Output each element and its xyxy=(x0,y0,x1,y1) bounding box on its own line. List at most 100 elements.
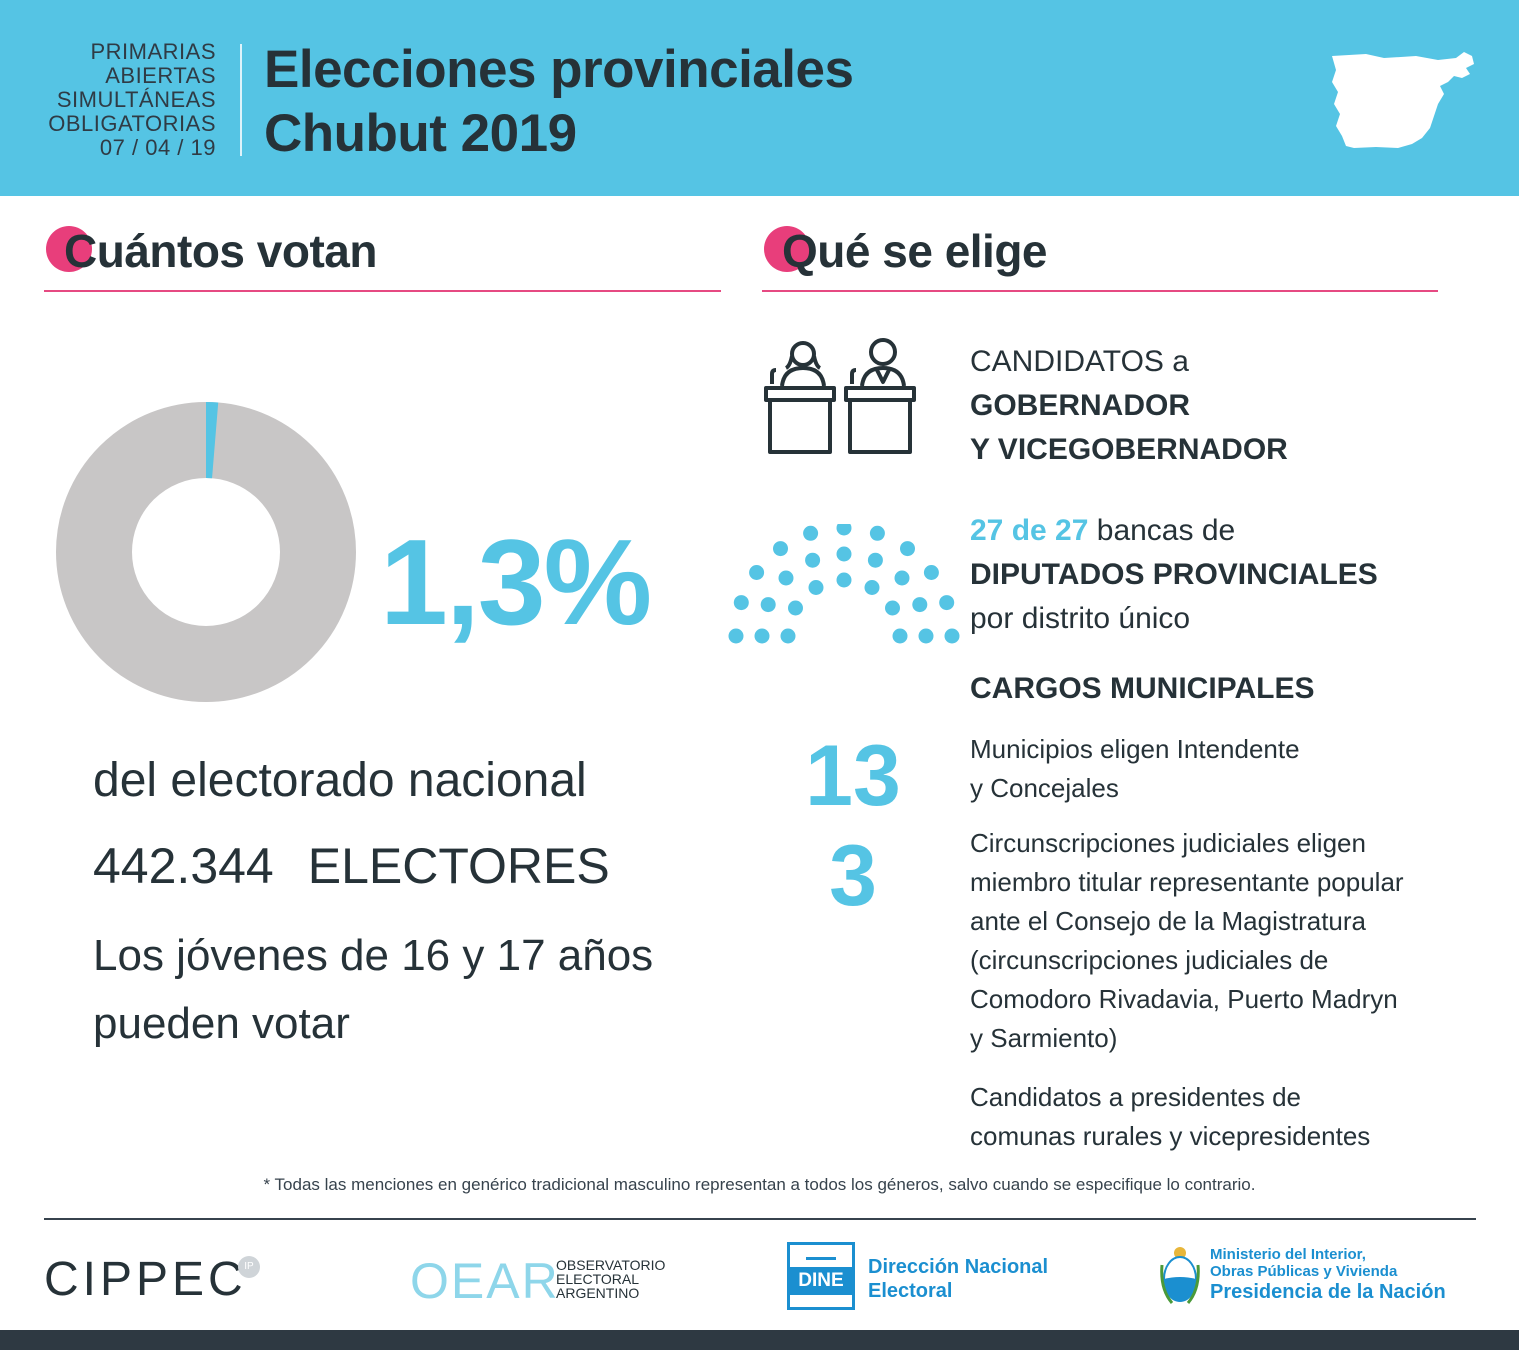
electors-label: ELECTORES xyxy=(307,838,610,894)
deputies-district: por distrito único xyxy=(970,602,1191,635)
paso-line: OBLIGATORIAS xyxy=(48,111,216,136)
oear-logo: OEAR xyxy=(410,1253,560,1309)
cippec-logo: CIPPEC xyxy=(44,1253,247,1306)
municipal-posts-title: CARGOS MUNICIPALES xyxy=(970,672,1315,705)
presidencia-line: Presidencia de la Nación xyxy=(1210,1281,1446,1303)
bottom-bar xyxy=(0,1330,1519,1350)
seat-dot xyxy=(808,580,824,595)
section-heading-text: Cuántos votan xyxy=(64,225,377,277)
ministerio-logo-text: Ministerio del Interior, Obras Públicas … xyxy=(1210,1246,1446,1304)
seat-dot xyxy=(836,572,852,588)
cand-prefix: CANDIDATOS a xyxy=(970,345,1189,378)
seat-dot xyxy=(780,628,796,644)
circ-line: Comodoro Rivadavia, Puerto Madryn xyxy=(970,984,1398,1014)
seat-dot xyxy=(864,580,880,595)
youth-line1: Los jóvenes de 16 y 17 años xyxy=(93,931,654,980)
seat-dot xyxy=(944,628,960,644)
youth-line2: pueden votar xyxy=(93,999,350,1048)
seat-dot xyxy=(803,525,819,541)
oear-subtitle: OBSERVATORIO ELECTORAL ARGENTINO xyxy=(556,1258,665,1300)
page-title-line1: Elecciones provinciales xyxy=(264,40,854,99)
dine-line2: Electoral xyxy=(868,1280,953,1302)
seat-dot xyxy=(867,552,883,568)
deputies-text: 27 de 27 bancas de DIPUTADOS PROVINCIALE… xyxy=(970,509,1378,641)
circunscripciones-count: 3 xyxy=(829,828,877,924)
gender-footnote: * Todas las menciones en genérico tradic… xyxy=(263,1175,1256,1194)
candidates-podium-icon xyxy=(764,338,916,454)
circunscripciones-text: Circunscripciones judiciales eligen miem… xyxy=(970,824,1490,1058)
youth-note: Los jóvenes de 16 y 17 años pueden votar xyxy=(93,922,713,1058)
heading-dot-icon xyxy=(46,226,92,272)
legislature-seats-icon xyxy=(728,524,960,644)
seat-dot xyxy=(918,628,934,644)
comunas-line1: Candidatos a presidentes de xyxy=(970,1082,1302,1112)
seat-dot xyxy=(805,552,821,568)
page-title: Elecciones provinciales Chubut 2019 xyxy=(264,38,854,166)
section-rule xyxy=(762,290,1438,292)
seat-dot xyxy=(836,524,852,536)
comunas-text: Candidatos a presidentes de comunas rura… xyxy=(970,1078,1490,1156)
seat-dot xyxy=(836,546,852,562)
oear-sub-line: ELECTORAL xyxy=(556,1271,639,1287)
paso-line: PRIMARIAS xyxy=(90,39,216,64)
seat-dot xyxy=(892,628,908,644)
oear-sub-line: ARGENTINO xyxy=(556,1285,640,1301)
seat-dot xyxy=(749,565,765,580)
candidates-governor-text: CANDIDATOS a GOBERNADOR Y VICEGOBERNADOR xyxy=(970,340,1288,472)
seat-dot xyxy=(773,541,788,557)
deputies-title: DIPUTADOS PROVINCIALES xyxy=(970,558,1378,591)
heading-dot-icon xyxy=(764,226,810,272)
page-title-line2: Chubut 2019 xyxy=(264,104,577,163)
circ-line: (circunscripciones judiciales de xyxy=(970,945,1329,975)
deputies-count: 27 de 27 xyxy=(970,514,1089,547)
electors-line: 442.344 ELECTORES xyxy=(93,836,610,896)
seat-dot xyxy=(869,525,885,541)
seat-dot xyxy=(754,628,770,644)
seat-dot xyxy=(923,565,939,580)
electorate-subtitle: del electorado nacional xyxy=(93,754,587,807)
circ-line: ante el Consejo de la Magistratura xyxy=(970,906,1367,936)
chubut-map-icon xyxy=(1332,52,1474,148)
municipios-count: 13 xyxy=(805,728,901,824)
section-rule xyxy=(44,290,721,292)
seat-dot xyxy=(728,628,744,644)
circ-line: Circunscripciones judiciales eligen xyxy=(970,828,1366,858)
circ-line: miembro titular representante popular xyxy=(970,867,1404,897)
seat-dot xyxy=(760,597,776,613)
header-banner: PRIMARIAS ABIERTAS SIMULTÁNEAS OBLIGATOR… xyxy=(0,0,1519,196)
circ-line: y Sarmiento) xyxy=(970,1023,1118,1053)
municipios-line2: y Concejales xyxy=(970,773,1119,803)
cand-vicegovernor: Y VICEGOBERNADOR xyxy=(970,433,1288,466)
paso-line: SIMULTÁNEAS xyxy=(56,87,216,112)
section-heading-cuantos-votan: Cuántos votan xyxy=(46,224,377,278)
deputies-suffix: bancas de xyxy=(1088,514,1236,547)
seat-dot-group xyxy=(728,524,960,644)
section-heading-que-se-elige: Qué se elige xyxy=(764,224,1048,278)
municipios-text: Municipios eligen Intendente y Concejale… xyxy=(970,730,1490,808)
dine-name: Dirección Nacional Electoral xyxy=(868,1255,1048,1303)
header-divider xyxy=(240,44,242,156)
section-heading-text: Qué se elige xyxy=(782,225,1048,277)
ministerio-line2: Obras Públicas y Vivienda xyxy=(1210,1263,1398,1280)
seat-dot xyxy=(894,570,910,586)
oear-sub-line: OBSERVATORIO xyxy=(556,1257,666,1273)
percent-value: 1,3% xyxy=(380,514,652,650)
paso-label: PRIMARIAS ABIERTAS SIMULTÁNEAS OBLIGATOR… xyxy=(48,40,216,160)
electors-number: 442.344 xyxy=(93,838,274,894)
comunas-line2: comunas rurales y vicepresidentes xyxy=(970,1121,1371,1151)
paso-date: 07 / 04 / 19 xyxy=(99,135,216,160)
paso-line: ABIERTAS xyxy=(105,63,216,88)
seat-dot xyxy=(885,600,900,616)
national-shield-icon xyxy=(1160,1247,1200,1304)
dine-abbr: DINE xyxy=(790,1267,852,1295)
seat-dot xyxy=(900,541,915,557)
dine-logo-icon: DINE xyxy=(787,1242,855,1310)
municipios-line1: Municipios eligen Intendente xyxy=(970,734,1300,764)
seat-dot xyxy=(939,595,955,611)
footer-rule xyxy=(44,1218,1476,1220)
cand-governor: GOBERNADOR xyxy=(970,389,1191,422)
donut-slice-chubut xyxy=(206,402,219,479)
electorate-donut-chart xyxy=(56,402,356,702)
ministerio-line1: Ministerio del Interior, xyxy=(1210,1246,1366,1263)
dine-logo-bar xyxy=(806,1257,836,1260)
